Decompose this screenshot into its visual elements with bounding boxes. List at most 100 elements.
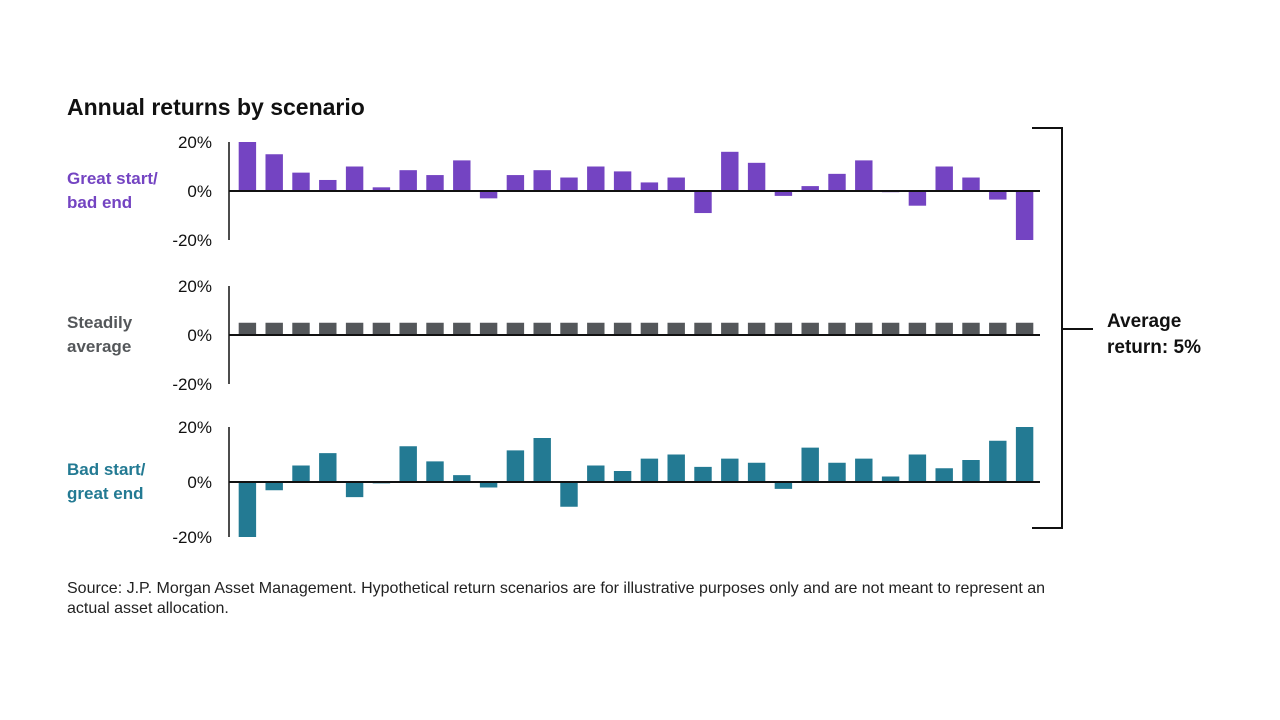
tick-label: 20%: [178, 418, 212, 437]
bar: [533, 438, 551, 482]
bar: [747, 462, 766, 482]
bar: [560, 482, 578, 507]
panel-2: 20% 0% -20% Steadily average: [67, 277, 1040, 394]
tick-label: 0%: [187, 473, 212, 492]
bar: [587, 166, 605, 191]
bar: [399, 322, 417, 335]
bar: [560, 177, 578, 191]
bar: [989, 322, 1007, 335]
bar: [694, 466, 712, 483]
bar: [265, 482, 283, 491]
bar: [372, 187, 391, 191]
bar: [1015, 322, 1034, 335]
source-line-2: actual asset allocation.: [67, 600, 229, 617]
tick-label: 0%: [187, 326, 212, 345]
bar: [479, 482, 498, 488]
bar: [774, 191, 793, 196]
bar: [935, 468, 953, 482]
bar: [801, 186, 819, 191]
bar: [292, 322, 310, 335]
bar: [292, 172, 310, 192]
bar: [587, 322, 605, 335]
bar: [935, 322, 953, 335]
bar: [506, 175, 525, 191]
bar: [721, 458, 739, 483]
bar: [640, 182, 659, 191]
bar: [533, 322, 551, 335]
bar: [345, 166, 364, 191]
bar: [426, 175, 444, 191]
bar: [345, 482, 364, 498]
panels: 20% 0% -20% Great start/bad end 20% 0% -20% Ste…: [67, 133, 1040, 547]
bar: [667, 177, 685, 191]
bar: [479, 322, 498, 335]
bar: [640, 322, 659, 335]
bar: [613, 171, 632, 191]
bar: [962, 322, 980, 335]
bar: [667, 322, 685, 335]
bar: [694, 322, 712, 335]
bar: [265, 154, 283, 191]
series-label: Great start/: [67, 169, 158, 188]
bar: [399, 170, 417, 191]
bar: [506, 450, 525, 483]
bar: [774, 482, 793, 489]
tick-label: -20%: [172, 375, 212, 394]
series-label: bad end: [67, 193, 132, 212]
bar: [908, 322, 927, 335]
bar: [721, 151, 739, 191]
bar: [238, 142, 257, 191]
bar: [908, 454, 927, 482]
bar: [372, 322, 391, 335]
bar: [1015, 191, 1034, 240]
average-bracket: [1032, 127, 1093, 529]
bar: [747, 162, 766, 191]
bar: [479, 191, 498, 199]
bar: [426, 322, 444, 335]
bar: [613, 471, 632, 482]
tick-label: 20%: [178, 277, 212, 296]
bar: [828, 322, 846, 335]
bar: [238, 322, 257, 335]
bar: [426, 461, 444, 483]
bar: [1015, 427, 1034, 482]
series-label: great end: [67, 484, 144, 503]
bar: [855, 458, 873, 483]
tick-label: -20%: [172, 528, 212, 547]
bar: [694, 191, 712, 214]
series-label: Bad start/: [67, 460, 146, 479]
bar: [747, 322, 766, 335]
bar: [881, 476, 900, 482]
bar: [828, 462, 846, 482]
bar: [560, 322, 578, 335]
bar: [989, 440, 1007, 482]
bar: [908, 191, 927, 206]
tick-label: 0%: [187, 182, 212, 201]
bar: [667, 454, 685, 482]
bar: [828, 173, 846, 191]
bar: [613, 322, 632, 335]
series-label: Steadily: [67, 313, 133, 332]
bar: [855, 322, 873, 335]
bar: [453, 322, 471, 335]
bar: [319, 322, 337, 335]
bar: [989, 191, 1007, 200]
bar: [319, 453, 337, 483]
bar: [587, 465, 605, 482]
bar: [238, 482, 257, 537]
bar: [453, 475, 471, 483]
bar: [962, 460, 980, 482]
bar: [801, 322, 819, 335]
bar: [801, 447, 819, 483]
tick-label: -20%: [172, 231, 212, 250]
bar: [774, 322, 793, 335]
source-line-1: Source: J.P. Morgan Asset Management. Hy…: [67, 580, 1045, 597]
bar: [935, 166, 953, 191]
tick-label: 20%: [178, 133, 212, 152]
bar: [292, 465, 310, 482]
bar: [640, 458, 659, 483]
bar: [345, 322, 364, 335]
bar: [962, 177, 980, 191]
bracket-line: [1032, 127, 1063, 529]
annotation-line-2: return: 5%: [1107, 337, 1201, 358]
